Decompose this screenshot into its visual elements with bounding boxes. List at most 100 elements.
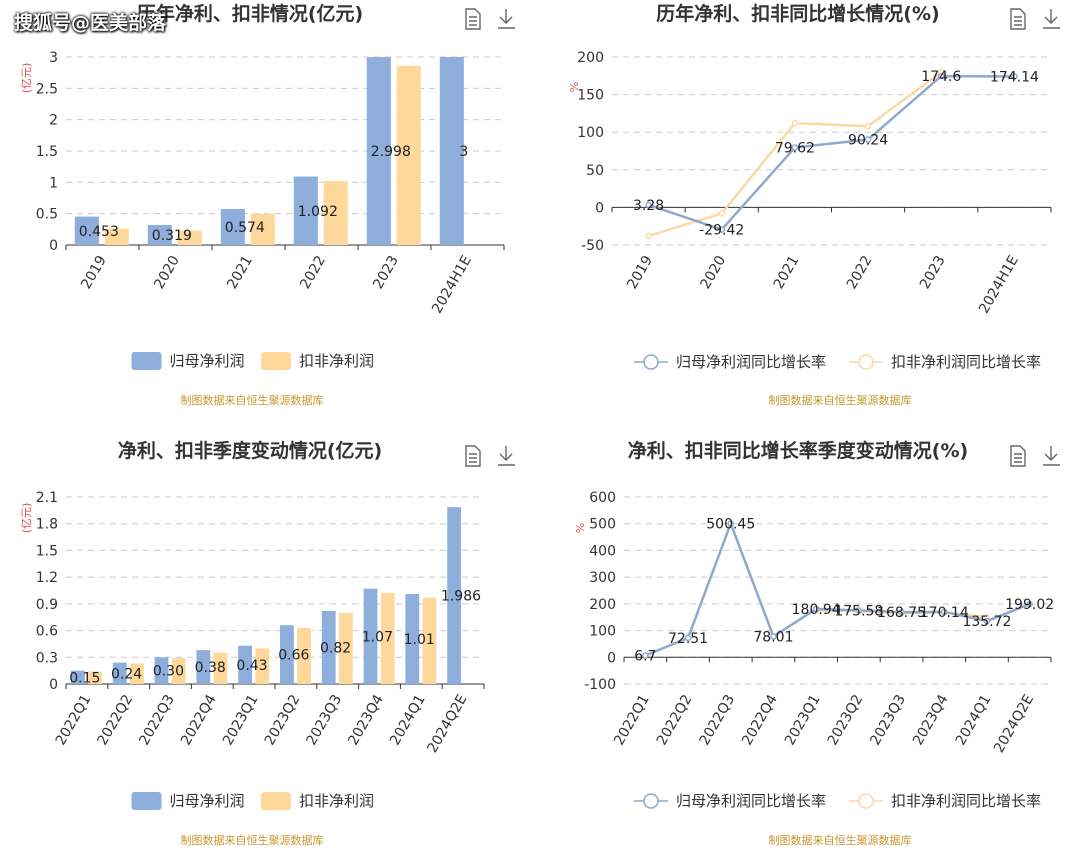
x-tick-label: 2023 bbox=[370, 253, 402, 292]
data-point[interactable] bbox=[812, 605, 820, 613]
y-tick-label: 1.5 bbox=[36, 543, 58, 559]
data-point[interactable] bbox=[864, 122, 872, 130]
download-icon[interactable] bbox=[1043, 9, 1060, 29]
bar-secondary[interactable] bbox=[380, 593, 395, 684]
y-tick-label: 0.5 bbox=[36, 207, 58, 223]
data-label: 0.319 bbox=[152, 228, 192, 244]
y-tick-label: 150 bbox=[577, 88, 604, 104]
download-icon[interactable] bbox=[498, 9, 515, 29]
bar-primary[interactable] bbox=[238, 645, 253, 684]
x-tick-label: 2024Q1 bbox=[953, 692, 995, 748]
bar-primary[interactable] bbox=[154, 657, 169, 684]
bar-primary[interactable] bbox=[366, 57, 391, 245]
legend-swatch bbox=[261, 352, 291, 370]
data-label: 0.66 bbox=[278, 648, 309, 664]
legend-item-primary[interactable]: 归母净利润 bbox=[131, 352, 245, 370]
data-label: 135.72 bbox=[962, 614, 1011, 630]
data-point[interactable] bbox=[855, 607, 863, 614]
legend-item-secondary[interactable]: 扣非净利润同比增长率 bbox=[849, 792, 1041, 810]
bar-secondary[interactable] bbox=[88, 671, 102, 684]
bar-secondary[interactable] bbox=[422, 597, 437, 684]
data-label: 79.62 bbox=[775, 141, 815, 157]
data-label: 0.38 bbox=[195, 660, 226, 676]
bar-secondary[interactable] bbox=[177, 230, 202, 245]
bar-secondary[interactable] bbox=[255, 648, 270, 684]
bar-secondary[interactable] bbox=[250, 213, 275, 245]
data-point[interactable] bbox=[684, 634, 692, 642]
bar-primary[interactable] bbox=[74, 216, 99, 245]
download-icon[interactable] bbox=[498, 446, 515, 466]
legend: 归母净利润同比增长率 扣非净利润同比增长率 bbox=[634, 353, 1041, 371]
legend-item-secondary[interactable]: 扣非净利润 bbox=[261, 352, 374, 370]
data-label: 0.453 bbox=[79, 224, 119, 240]
bar-primary[interactable] bbox=[321, 610, 336, 684]
x-tick-label: 2022Q1 bbox=[53, 692, 95, 748]
data-point[interactable] bbox=[645, 232, 652, 240]
document-icon[interactable] bbox=[465, 8, 481, 30]
data-point[interactable] bbox=[718, 210, 725, 217]
document-icon[interactable] bbox=[1010, 8, 1026, 30]
data-point[interactable] bbox=[938, 72, 945, 80]
bar-secondary[interactable] bbox=[323, 181, 348, 245]
bar-primary[interactable] bbox=[112, 662, 127, 684]
data-point[interactable] bbox=[642, 652, 649, 659]
bar-secondary[interactable] bbox=[396, 65, 421, 245]
bar-primary[interactable] bbox=[439, 57, 464, 245]
data-point[interactable] bbox=[770, 633, 777, 640]
bar-secondary[interactable] bbox=[338, 612, 353, 684]
data-point[interactable] bbox=[1011, 73, 1018, 80]
document-icon[interactable] bbox=[1010, 445, 1026, 467]
data-label: 0.82 bbox=[320, 640, 351, 656]
document-icon[interactable] bbox=[465, 445, 481, 467]
data-point[interactable] bbox=[718, 226, 725, 233]
bar-secondary[interactable] bbox=[213, 652, 228, 684]
data-label: 3.28 bbox=[633, 198, 664, 214]
data-point[interactable] bbox=[791, 119, 799, 127]
data-point[interactable] bbox=[727, 520, 734, 527]
bar-primary[interactable] bbox=[71, 670, 85, 684]
data-point[interactable] bbox=[898, 608, 905, 616]
legend-label: 扣非净利润同比增长率 bbox=[891, 792, 1041, 810]
bar-secondary[interactable] bbox=[297, 627, 311, 684]
data-label: 78.01 bbox=[753, 629, 793, 645]
data-point[interactable] bbox=[1026, 600, 1033, 608]
bar-primary[interactable] bbox=[280, 625, 294, 684]
data-label: 1.092 bbox=[298, 204, 338, 220]
chart-title: 净利、扣非同比增长率季度变动情况(%) bbox=[628, 439, 968, 462]
series-line-primary bbox=[648, 74, 1015, 231]
legend-item-primary[interactable]: 归母净利润同比增长率 bbox=[634, 792, 826, 810]
y-tick-label: 2.5 bbox=[36, 81, 58, 97]
legend-item-secondary[interactable]: 扣非净利润同比增长率 bbox=[849, 353, 1041, 371]
x-tick-label: 2020 bbox=[151, 253, 183, 292]
legend-item-primary[interactable]: 归母净利润同比增长率 bbox=[634, 353, 826, 371]
bar-primary[interactable] bbox=[293, 176, 318, 245]
download-icon[interactable] bbox=[1043, 446, 1060, 466]
x-tick-label: 2021 bbox=[771, 253, 803, 292]
bar-primary[interactable] bbox=[447, 507, 462, 684]
bar-secondary[interactable] bbox=[104, 228, 129, 245]
data-point[interactable] bbox=[864, 136, 872, 143]
data-label: 6.7 bbox=[634, 648, 656, 664]
data-point[interactable] bbox=[791, 144, 799, 151]
legend-marker bbox=[858, 354, 874, 370]
x-tick-label: 2024Q2E bbox=[991, 692, 1037, 756]
bar-secondary[interactable] bbox=[129, 663, 144, 684]
y-tick-label: 0.3 bbox=[36, 650, 58, 666]
legend-item-secondary[interactable]: 扣非净利润 bbox=[261, 792, 374, 810]
data-point[interactable] bbox=[983, 617, 991, 625]
data-label: -29.42 bbox=[699, 223, 744, 239]
source-note: 制图数据来自恒生聚源数据库 bbox=[769, 833, 912, 847]
y-tick-label: 1.8 bbox=[36, 517, 58, 533]
bar-secondary[interactable] bbox=[171, 658, 186, 684]
data-label: 0.574 bbox=[225, 220, 265, 236]
bar-primary[interactable] bbox=[363, 588, 378, 684]
bar-primary[interactable] bbox=[405, 594, 420, 684]
bar-primary[interactable] bbox=[147, 225, 172, 245]
bar-primary[interactable] bbox=[220, 209, 245, 245]
y-unit-label: (亿元) bbox=[20, 63, 33, 94]
legend-item-primary[interactable]: 归母净利润 bbox=[131, 792, 245, 810]
bar-primary[interactable] bbox=[196, 650, 211, 684]
data-point[interactable] bbox=[941, 608, 948, 616]
x-tick-label: 2022 bbox=[297, 253, 329, 292]
data-point[interactable] bbox=[645, 201, 652, 209]
